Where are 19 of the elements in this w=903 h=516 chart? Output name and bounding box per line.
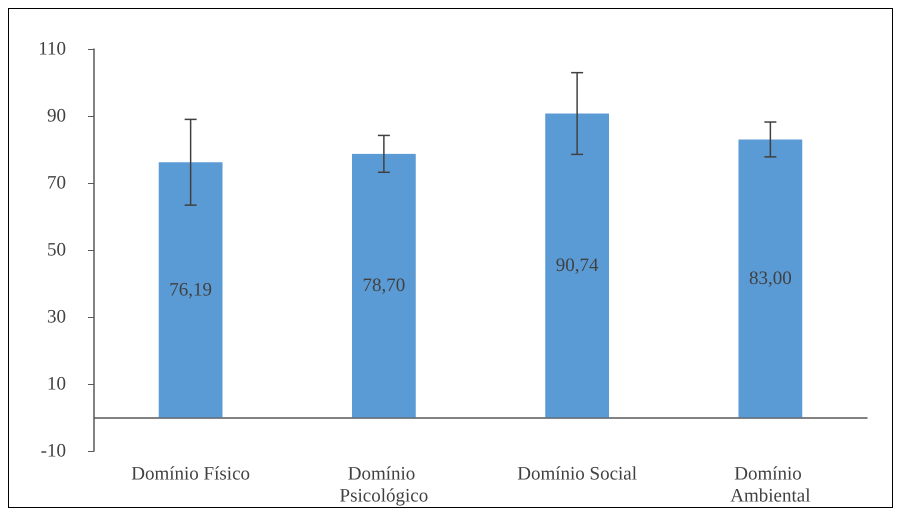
y-tick-label: 70 [47,172,66,194]
y-tick-label: 90 [47,106,66,126]
y-tick-label: 10 [47,374,66,394]
x-tick-label: Domínio Físico [131,464,250,484]
y-tick-label: 30 [47,306,66,328]
data-label: 76,19 [169,279,212,300]
y-tick-label: 50 [47,240,66,260]
x-tick-label: Domínio Social [517,464,638,484]
bar [158,162,223,418]
x-tick-label: Domínio Ambiental [730,464,810,506]
bar [352,154,416,418]
bar [738,139,802,418]
y-tick-label: 110 [38,38,66,60]
data-label: 78,70 [362,275,406,296]
x-tick-label: Domínio Psicológico [340,464,428,506]
y-tick-label: -10 [40,440,66,462]
data-label: 83,00 [749,268,792,289]
data-label: 90,74 [556,255,599,276]
bar [545,114,610,418]
